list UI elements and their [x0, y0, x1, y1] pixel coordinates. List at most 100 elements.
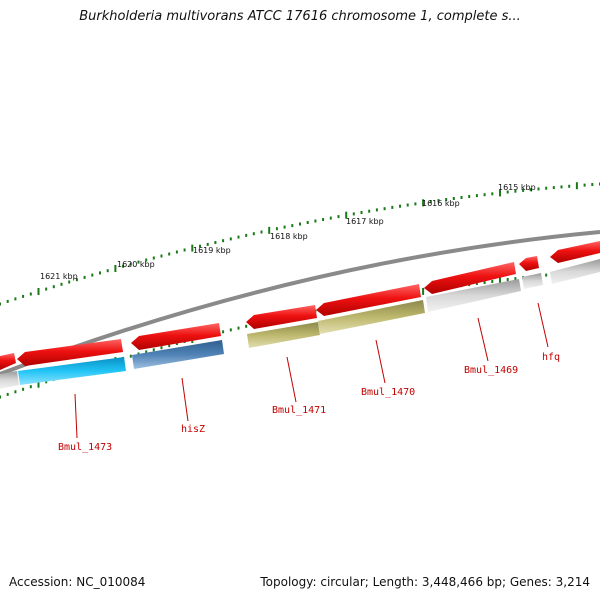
- inner-tick: [22, 387, 25, 391]
- scale-tick: [591, 183, 594, 186]
- gene-arrow-forward[interactable]: [424, 262, 516, 294]
- inner-tick: [145, 350, 148, 354]
- scale-tick: [152, 256, 155, 260]
- scale-tick: [368, 209, 371, 213]
- inner-tick: [6, 392, 9, 396]
- inner-tick: [129, 354, 132, 358]
- scale-tick: [114, 265, 117, 272]
- scale-tick: [283, 225, 286, 229]
- scale-tick: [583, 183, 586, 187]
- scale-tick: [29, 292, 32, 296]
- scale-label: 1620 kbp: [117, 260, 155, 269]
- scale-tick: [222, 239, 225, 243]
- inner-tick: [152, 348, 155, 352]
- cds-band-bmul-1473[interactable]: [18, 357, 126, 385]
- gene-label-hisz[interactable]: hisZ: [181, 424, 205, 435]
- scale-tick: [68, 280, 71, 284]
- chromosome-backbone: [0, 230, 600, 376]
- scale-tick: [545, 186, 548, 190]
- scale-tick: [37, 288, 40, 295]
- inner-tick: [475, 282, 478, 285]
- scale-label: 1619 kbp: [193, 246, 231, 255]
- gene-label-hfq[interactable]: hfq: [542, 352, 560, 363]
- scale-tick: [468, 195, 471, 198]
- cds-band-hisz[interactable]: [132, 340, 224, 369]
- scale-tick: [337, 215, 340, 219]
- label-leader: [477, 317, 489, 362]
- scale-tick: [0, 302, 1, 306]
- gene-label-bmul-1470[interactable]: Bmul_1470: [361, 387, 415, 398]
- scale-tick: [306, 221, 309, 224]
- scale-tick: [245, 233, 248, 237]
- inner-tick: [422, 287, 425, 295]
- scale-tick: [422, 199, 425, 207]
- scale-tick: [499, 189, 501, 197]
- inner-tick: [168, 344, 171, 348]
- gene-arrow-forward[interactable]: [519, 256, 539, 271]
- scale-tick: [383, 207, 386, 211]
- inner-tick: [483, 281, 486, 284]
- scale-tick: [414, 202, 417, 206]
- inner-tick: [237, 326, 240, 330]
- inner-tick: [222, 330, 225, 334]
- scale-tick: [252, 232, 255, 236]
- topology-summary: Topology: circular; Length: 3,448,466 bp…: [260, 575, 590, 589]
- scale-tick: [237, 235, 240, 239]
- gene-arrow-forward[interactable]: [0, 353, 16, 370]
- gene-arrow-forward[interactable]: [17, 339, 123, 366]
- scale-tick: [329, 216, 332, 220]
- scale-tick: [529, 188, 532, 192]
- gene-arrow-forward[interactable]: [316, 284, 421, 316]
- inner-tick: [245, 324, 248, 328]
- scale-tick: [560, 185, 563, 189]
- scale-tick: [14, 297, 17, 301]
- scale-tick: [491, 192, 494, 196]
- cds-band-bmul-1470[interactable]: [318, 300, 425, 334]
- scale-tick: [445, 198, 448, 201]
- label-leader: [375, 339, 386, 384]
- scale-tick: [429, 200, 432, 204]
- cds-band-bmul-1471[interactable]: [247, 322, 320, 348]
- scale-label: 1616 kbp: [422, 199, 460, 208]
- scale-tick: [391, 205, 394, 209]
- scale-tick: [299, 222, 301, 226]
- cds-band[interactable]: [550, 259, 600, 284]
- cds-band-bmul-1469[interactable]: [426, 279, 521, 312]
- gene-label-bmul-1473[interactable]: Bmul_1473: [58, 442, 112, 453]
- scale-tick: [568, 184, 571, 188]
- gene-arrow-forward[interactable]: [550, 241, 600, 263]
- inner-tick: [506, 278, 509, 281]
- gene-arrow-forward[interactable]: [246, 305, 317, 329]
- scale-label: 1621 kbp: [40, 272, 78, 281]
- scale-tick: [322, 218, 325, 221]
- gene-label-bmul-1471[interactable]: Bmul_1471: [272, 405, 326, 416]
- scale-tick: [437, 199, 440, 203]
- scale-tick: [275, 227, 278, 231]
- scale-tick: [506, 190, 509, 194]
- label-leader: [74, 393, 78, 439]
- cds-band-hfq[interactable]: [522, 273, 543, 289]
- scale-tick: [537, 187, 540, 191]
- scale-tick: [52, 285, 55, 289]
- scale-tick: [360, 211, 363, 214]
- scale-tick: [475, 194, 478, 198]
- scale-label: 1617 kbp: [346, 217, 384, 226]
- gene-label-bmul-1469[interactable]: Bmul_1469: [464, 365, 518, 376]
- scale-tick: [45, 287, 48, 291]
- scale-tick: [183, 248, 186, 252]
- scale-tick: [214, 241, 217, 244]
- gene-arrow-forward[interactable]: [131, 323, 221, 350]
- scale-tick: [514, 189, 517, 193]
- cds-band[interactable]: [0, 371, 19, 389]
- scale-tick: [122, 264, 125, 268]
- inner-tick: [14, 390, 17, 394]
- scale-tick: [291, 224, 294, 228]
- scale-tick: [406, 203, 409, 207]
- scale-tick: [91, 273, 94, 277]
- scale-tick: [260, 230, 263, 234]
- scale-tick: [199, 244, 201, 248]
- scale-tick: [175, 250, 178, 254]
- label-leader: [286, 356, 297, 403]
- accession-text: Accession: NC_010084: [9, 575, 146, 589]
